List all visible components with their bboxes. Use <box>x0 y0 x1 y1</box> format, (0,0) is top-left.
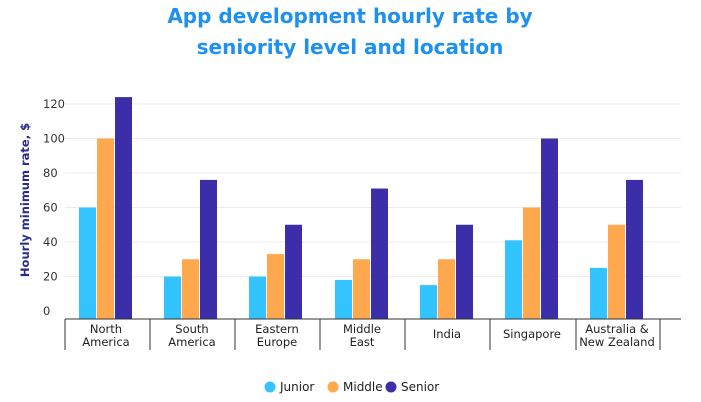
bar-senior-3 <box>371 188 388 319</box>
category-label-0-line-0: North <box>90 322 122 336</box>
legend-marker-middle <box>327 381 339 393</box>
bar-senior-1 <box>200 179 217 319</box>
y-tick-label-40: 40 <box>43 235 58 249</box>
chart-title-line-2: seniority level and location <box>197 35 504 59</box>
category-label-6-line-1: New Zealand <box>579 335 655 349</box>
category-label-1-line-1: America <box>168 335 215 349</box>
chart-title: App development hourly rate by seniority… <box>167 4 532 59</box>
category-label-1-line-0: South <box>175 322 208 336</box>
y-tick-label-100: 100 <box>43 132 65 146</box>
bar-junior-5 <box>505 240 522 319</box>
legend-marker-junior <box>264 381 276 393</box>
category-labels: NorthAmericaSouthAmericaEasternEuropeMid… <box>82 322 655 349</box>
y-tick-label-120: 120 <box>43 97 65 111</box>
bar-middle-5 <box>523 207 540 319</box>
category-label-6-line-0: Australia & <box>585 322 649 336</box>
bar-senior-4 <box>456 224 473 319</box>
category-label-2-line-1: Europe <box>257 335 297 349</box>
legend-label-middle: Middle <box>343 380 383 394</box>
bar-middle-1 <box>182 259 199 319</box>
y-tick-labels: 0 20 40 60 80 100 120 <box>43 97 65 318</box>
legend: Junior Middle Senior <box>264 380 439 394</box>
y-tick-label-20: 20 <box>43 270 58 284</box>
bar-junior-0 <box>79 207 96 319</box>
bar-senior-0 <box>115 97 132 319</box>
bar-senior-2 <box>285 224 302 319</box>
bar-senior-5 <box>541 138 558 319</box>
bar-middle-2 <box>267 254 284 319</box>
category-label-3-line-1: East <box>350 335 375 349</box>
category-label-4-line-0: India <box>433 327 461 341</box>
bars <box>79 97 643 319</box>
category-label-0-line-1: America <box>82 335 129 349</box>
bar-middle-6 <box>608 224 625 319</box>
y-tick-label-0: 0 <box>43 304 50 318</box>
bar-junior-4 <box>420 285 437 319</box>
bar-middle-0 <box>97 138 114 319</box>
y-axis-label: Hourly minimum rate, $ <box>18 123 32 277</box>
bar-junior-1 <box>164 276 181 319</box>
bar-middle-4 <box>438 259 455 319</box>
bar-middle-3 <box>353 259 370 319</box>
y-tick-label-80: 80 <box>43 166 58 180</box>
category-label-2-line-0: Eastern <box>255 322 299 336</box>
legend-label-junior: Junior <box>279 380 314 394</box>
category-label-3-line-0: Middle <box>343 322 381 336</box>
bar-junior-2 <box>249 276 266 319</box>
x-axis <box>64 318 681 350</box>
y-tick-label-60: 60 <box>43 201 58 215</box>
legend-label-senior: Senior <box>401 380 439 394</box>
bar-junior-6 <box>590 267 607 319</box>
category-label-5-line-0: Singapore <box>503 327 561 341</box>
legend-marker-senior <box>385 381 397 393</box>
chart-title-line-1: App development hourly rate by <box>167 4 532 28</box>
bar-junior-3 <box>335 279 352 319</box>
bar-senior-6 <box>626 179 643 319</box>
